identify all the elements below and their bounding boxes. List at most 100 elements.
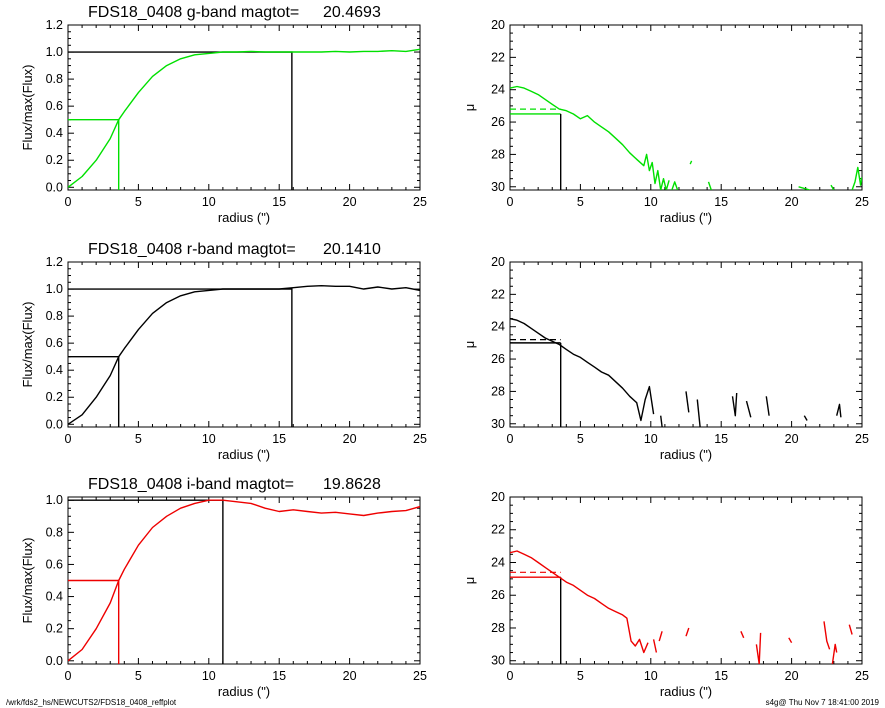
x-tick-label: 0	[65, 195, 72, 209]
plot-frame	[509, 24, 863, 191]
y-axis-title: μ	[462, 104, 477, 112]
total-radius-marker	[68, 51, 293, 190]
panel-i-growth-curve: 0 5 10 15 20 25 0.0 0.2 0.4 0.6 0.8 1.0 radius (") Fl…	[20, 476, 427, 699]
x-tick-label: 15	[714, 432, 728, 446]
plot-frame	[509, 496, 863, 665]
panel-title-label: FDS18_0408 g-band magtot=	[88, 4, 299, 21]
profile-series-i-0	[510, 550, 649, 654]
data-layer	[68, 285, 420, 427]
profile-series-i-2	[658, 631, 663, 642]
x-tick-label: 25	[855, 669, 869, 683]
profile-series-r-5	[745, 400, 752, 418]
plot-frame	[509, 261, 863, 428]
y-tick-label: 1.0	[46, 282, 63, 296]
profile-series-g-1	[671, 181, 679, 190]
x-tick-label: 10	[644, 195, 658, 209]
profile-series-i-4	[740, 631, 745, 639]
profile-series-g-3	[707, 181, 712, 190]
plot-frame	[67, 261, 421, 428]
profile-series-r-1	[660, 415, 663, 427]
data-layer	[68, 499, 420, 664]
profile-series-g-0	[510, 85, 670, 190]
profile-series-r-0	[510, 317, 655, 422]
x-tick-label: 25	[413, 432, 427, 446]
profile-series-i-3	[685, 627, 690, 637]
profile-series-r-8	[836, 403, 842, 418]
data-layer	[68, 48, 420, 190]
panel-title-label: FDS18_0408 r-band magtot=	[88, 241, 296, 258]
x-tick-label: 0	[507, 432, 514, 446]
y-tick-label: 24	[491, 83, 505, 97]
x-tick-label: 5	[577, 432, 584, 446]
profile-series-g-4	[798, 186, 811, 190]
y-axis-title: Flux/max(Flux)	[20, 302, 35, 388]
y-axis-title: Flux/max(Flux)	[20, 538, 35, 624]
y-tick-label: 24	[491, 320, 505, 334]
panel-i-surface-brightness: 0 5 10 15 20 25 20 22 24 26 28 30 radius (") μ	[462, 490, 869, 699]
y-tick-label: 0.2	[46, 153, 63, 167]
panel-g-surface-brightness: 0 5 10 15 20 25 20 22 24 26 28 30 radius (") μ	[462, 18, 869, 225]
profile-series-i-0	[68, 499, 420, 662]
half-light-marker	[68, 355, 120, 427]
total-radius-marker	[68, 499, 224, 664]
total-radius-marker	[68, 288, 293, 427]
x-tick-label: 20	[343, 432, 357, 446]
x-tick-label: 0	[507, 195, 514, 209]
y-tick-label: 22	[491, 287, 505, 301]
x-axis-title: radius (")	[660, 210, 712, 225]
x-tick-label: 25	[413, 195, 427, 209]
profile-series-i-1	[652, 639, 658, 653]
panel-title-label: FDS18_0408 i-band magtot=	[88, 476, 294, 493]
y-tick-label: 28	[491, 621, 505, 635]
y-tick-label: 1.0	[46, 45, 63, 59]
x-tick-label: 10	[202, 195, 216, 209]
y-tick-label: 22	[491, 523, 505, 537]
profile-series-i-7	[823, 621, 831, 650]
footer-right: s4g@ Thu Nov 7 18:41:00 2019	[765, 698, 879, 707]
x-tick-label: 15	[714, 195, 728, 209]
x-tick-label: 5	[577, 669, 584, 683]
x-axis-title: radius (")	[218, 210, 270, 225]
x-tick-label: 10	[202, 669, 216, 683]
x-tick-label: 20	[343, 669, 357, 683]
y-tick-label: 30	[491, 654, 505, 668]
y-tick-label: 0.0	[46, 654, 63, 668]
profile-series-r-0	[68, 285, 420, 425]
profile-series-i-6	[788, 637, 793, 644]
profile-series-r-3	[696, 399, 701, 427]
y-tick-label: 1.2	[46, 255, 63, 269]
x-tick-label: 10	[644, 669, 658, 683]
panel-r-surface-brightness: 0 5 10 15 20 25 20 22 24 26 28 30 radius (") μ	[462, 255, 869, 462]
x-tick-label: 10	[202, 432, 216, 446]
y-tick-label: 0.2	[46, 622, 63, 636]
x-tick-label: 5	[135, 669, 142, 683]
x-axis-title: radius (")	[660, 684, 712, 699]
plot-frame	[67, 24, 421, 191]
y-tick-label: 28	[491, 384, 505, 398]
panel-title-magtot: 19.8628	[323, 476, 381, 493]
profile-series-r-2	[685, 391, 690, 413]
x-tick-label: 5	[135, 195, 142, 209]
y-tick-label: 20	[491, 490, 505, 504]
y-tick-label: 0.4	[46, 363, 63, 377]
half-light-marker	[68, 579, 120, 664]
y-axis-title: μ	[462, 341, 477, 349]
data-layer	[510, 317, 842, 427]
data-layer	[510, 85, 862, 190]
y-tick-label: 0.4	[46, 590, 63, 604]
y-tick-label: 0.6	[46, 557, 63, 571]
x-tick-label: 0	[65, 669, 72, 683]
panel-r-growth-curve: 0 5 10 15 20 25 0.0 0.2 0.4 0.6 0.8 1.0 1.2 radius ("…	[20, 241, 427, 462]
y-tick-label: 28	[491, 147, 505, 161]
y-tick-label: 0.0	[46, 180, 63, 194]
x-tick-label: 5	[577, 195, 584, 209]
x-tick-label: 20	[785, 195, 799, 209]
y-tick-label: 22	[491, 50, 505, 64]
profile-series-i-9	[848, 624, 853, 635]
y-tick-label: 0.8	[46, 309, 63, 323]
x-tick-label: 25	[855, 432, 869, 446]
x-tick-label: 20	[343, 195, 357, 209]
y-tick-label: 0.6	[46, 336, 63, 350]
y-tick-label: 0.6	[46, 99, 63, 113]
